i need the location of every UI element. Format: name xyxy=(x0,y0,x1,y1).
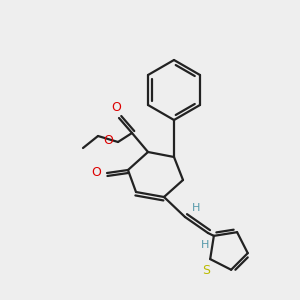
Text: S: S xyxy=(202,264,210,277)
Text: H: H xyxy=(192,203,200,213)
Text: O: O xyxy=(111,101,121,114)
Text: H: H xyxy=(201,240,209,250)
Text: O: O xyxy=(91,167,101,179)
Text: O: O xyxy=(103,134,113,148)
